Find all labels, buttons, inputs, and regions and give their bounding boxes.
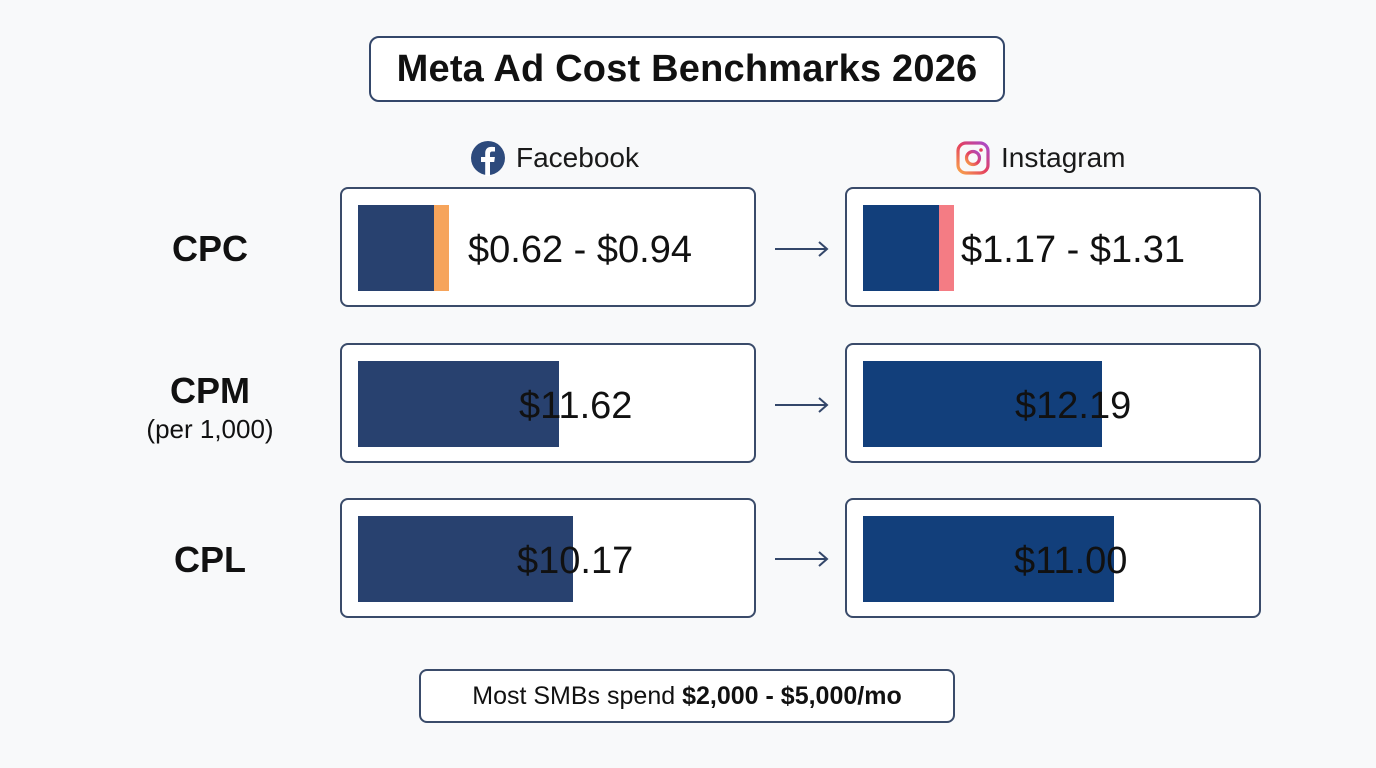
bar-facebook-cpc — [358, 205, 434, 291]
footer-highlight: $2,000 - $5,000/mo — [682, 681, 902, 710]
arrow-right-icon — [775, 397, 829, 413]
value-facebook-cpm: $11.62 — [519, 385, 633, 427]
card-facebook-cpm: $11.62 — [340, 343, 756, 463]
arrow-right-icon — [775, 551, 829, 567]
row-label-cpl-text: CPL — [174, 539, 246, 580]
instagram-header: Instagram — [955, 138, 1126, 178]
value-instagram-cpm: $12.19 — [1015, 385, 1132, 427]
value-facebook-cpc: $0.62 - $0.94 — [468, 229, 692, 271]
bar-instagram-cpm — [863, 361, 1102, 447]
footer-note: Most SMBs spend $2,000 - $5,000/mo — [419, 669, 955, 723]
row-label-cpm: CPM (per 1,000) — [110, 370, 310, 445]
facebook-label: Facebook — [516, 142, 639, 173]
row-label-cpc: CPC — [110, 228, 310, 270]
row-sublabel-cpm: (per 1,000) — [146, 414, 274, 444]
bar-instagram-cpl — [863, 516, 1114, 602]
row-label-cpm-text: CPM — [170, 370, 250, 411]
value-instagram-cpc: $1.17 - $1.31 — [961, 229, 1185, 271]
footer-prefix: Most SMBs spend — [472, 681, 676, 710]
facebook-header: Facebook — [470, 138, 639, 178]
bar-facebook-cpm — [358, 361, 559, 447]
arrow-right-icon — [775, 241, 829, 257]
bar-instagram-cpc — [863, 205, 939, 291]
value-facebook-cpl: $10.17 — [517, 540, 634, 582]
card-instagram-cpm: $12.19 — [845, 343, 1261, 463]
bar-accent-facebook-cpc — [434, 205, 449, 291]
card-facebook-cpl: $10.17 — [340, 498, 756, 618]
value-instagram-cpl: $11.00 — [1014, 540, 1128, 582]
card-instagram-cpl: $11.00 — [845, 498, 1261, 618]
row-label-cpc-text: CPC — [171, 228, 248, 269]
row-label-cpl: CPL — [110, 539, 310, 581]
instagram-label: Instagram — [1001, 142, 1126, 173]
card-facebook-cpc: $0.62 - $0.94 — [340, 187, 756, 307]
chart-title: Meta Ad Cost Benchmarks 2026 — [369, 36, 1005, 102]
bar-accent-instagram-cpc — [939, 205, 954, 291]
instagram-icon — [956, 141, 990, 175]
facebook-icon — [471, 141, 505, 176]
bar-facebook-cpl — [358, 516, 573, 602]
card-instagram-cpc: $1.17 - $1.31 — [845, 187, 1261, 307]
